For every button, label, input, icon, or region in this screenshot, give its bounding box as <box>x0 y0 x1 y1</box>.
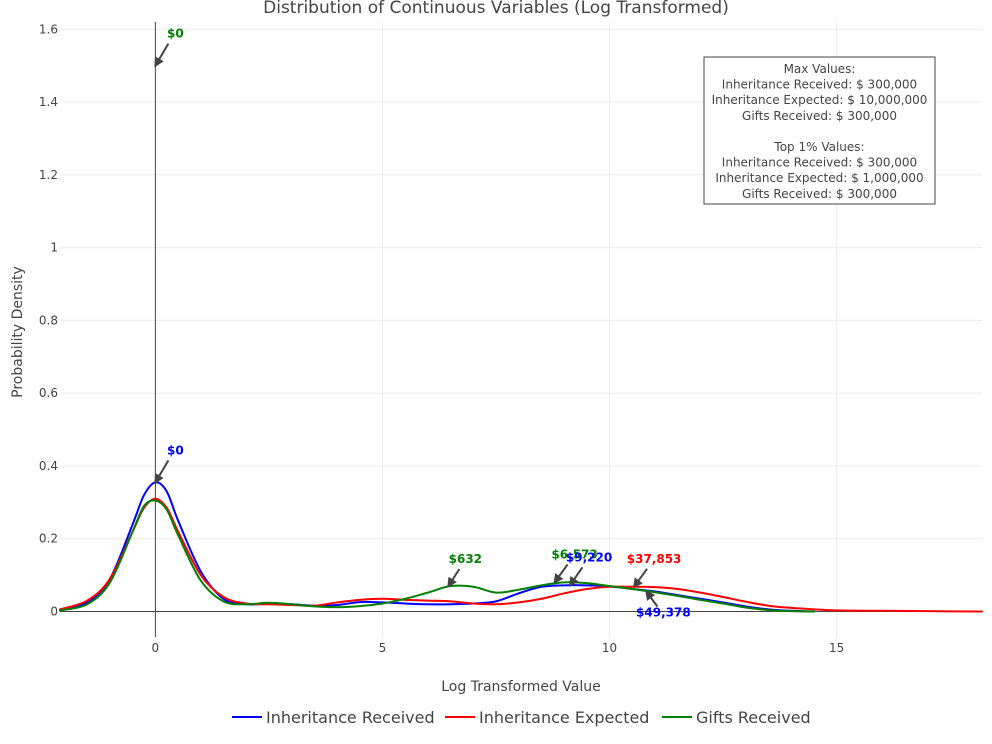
x-axis-title: Log Transformed Value <box>441 679 601 695</box>
annotation: $37,853 <box>627 552 682 589</box>
x-tick-label: 5 <box>379 641 387 655</box>
y-tick-label: 1.6 <box>39 22 58 36</box>
svg-text:$37,853: $37,853 <box>627 552 682 566</box>
svg-text:$0: $0 <box>167 443 184 457</box>
legend-item[interactable]: Inheritance Received <box>232 708 435 727</box>
y-tick-label: 0 <box>50 605 58 619</box>
series-layer <box>59 481 983 613</box>
y-tick-label: 1.2 <box>39 168 58 182</box>
x-tick-label: 0 <box>152 641 160 655</box>
info-box-frame <box>703 56 936 205</box>
y-tick-label: 0.6 <box>39 386 58 400</box>
chart-title: Distribution of Continuous Variables (Lo… <box>263 0 729 18</box>
info-box-line: Inheritance Expected: $ 1,000,000 <box>715 171 923 185</box>
y-tick-label: 1.4 <box>39 95 58 109</box>
x-tick-label: 15 <box>829 641 844 655</box>
zero-lines <box>60 22 982 637</box>
annotation: $0 <box>154 27 184 68</box>
annotations: $0 $0 $632 $6,573$9,220 $37,853 $49,378 <box>154 27 691 620</box>
x-axis-ticks: 0 5 10 15 <box>152 641 845 655</box>
info-box-line: Max Values: <box>784 62 856 76</box>
y-tick-label: 0.4 <box>39 459 58 473</box>
series-line-gifts-received <box>59 499 815 613</box>
info-box-line: Inheritance Expected: $ 10,000,000 <box>712 93 928 107</box>
y-tick-label: 0.2 <box>39 532 58 546</box>
y-axis-title: Probability Density <box>10 266 26 398</box>
svg-text:$9,220: $9,220 <box>566 550 612 564</box>
annotation: $632 <box>447 552 482 588</box>
x-tick-label: 10 <box>602 641 617 655</box>
info-box-line: Inheritance Received: $ 300,000 <box>722 156 917 170</box>
y-tick-label: 0.8 <box>39 313 58 327</box>
legend-label: Inheritance Received <box>266 708 435 727</box>
info-box-line: Gifts Received: $ 300,000 <box>742 187 897 201</box>
series-line-inheritance-expected <box>59 497 983 613</box>
svg-text:$632: $632 <box>449 552 482 566</box>
info-box-line: Inheritance Received: $ 300,000 <box>722 78 917 92</box>
info-box: Max Values: Inheritance Received: $ 300,0… <box>703 56 936 205</box>
legend-label: Inheritance Expected <box>479 708 649 727</box>
annotation: $0 <box>154 443 184 485</box>
legend-item[interactable]: Gifts Received <box>662 708 811 727</box>
annotation: $9,220 <box>566 550 612 587</box>
svg-text:$0: $0 <box>167 27 184 41</box>
svg-text:$49,378: $49,378 <box>636 606 691 620</box>
legend-item[interactable]: Inheritance Expected <box>445 708 649 727</box>
y-tick-label: 1 <box>50 241 58 255</box>
info-box-line: Gifts Received: $ 300,000 <box>742 109 897 123</box>
annotation: $6,573 <box>551 547 598 585</box>
legend[interactable]: Inheritance Received Inheritance Expected… <box>232 708 811 727</box>
legend-label: Gifts Received <box>696 708 811 727</box>
y-axis-ticks: 0 0.2 0.4 0.6 0.8 1 1.2 1.4 1.6 <box>39 22 58 618</box>
info-box-line: Top 1% Values: <box>773 140 864 154</box>
svg-text:$6,573: $6,573 <box>551 547 597 561</box>
annotation: $49,378 <box>636 589 691 620</box>
